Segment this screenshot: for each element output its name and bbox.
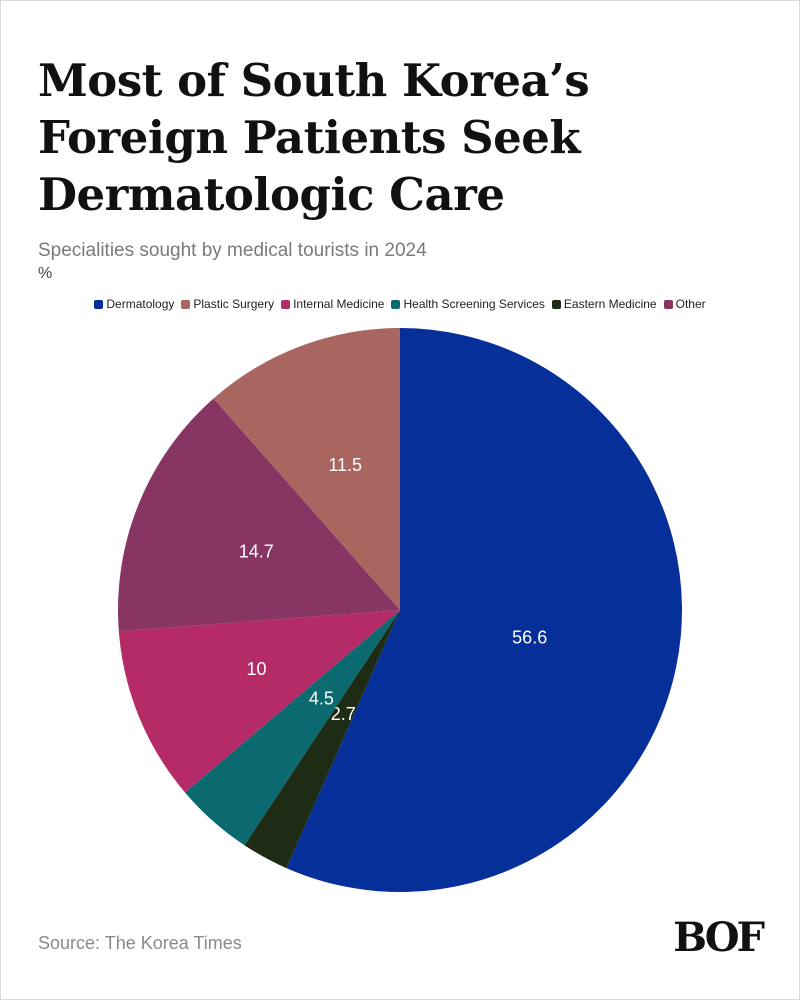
legend-label: Eastern Medicine [563, 297, 657, 311]
legend-item: Dermatology [94, 297, 174, 311]
legend-label: Internal Medicine [293, 297, 385, 311]
slice-value-label: 4.5 [309, 689, 334, 709]
pie-slice-internal-medicine [118, 610, 401, 793]
legend-swatch [391, 299, 401, 309]
legend-swatch [663, 299, 673, 309]
legend-item: Eastern Medicine [551, 297, 657, 311]
pie-slice-dermatology [286, 328, 682, 892]
legend-label: Plastic Surgery [193, 297, 275, 311]
legend-swatch [281, 299, 291, 309]
slice-value-label: 14.7 [239, 542, 274, 562]
legend-item: Health Screening Services [391, 297, 545, 311]
chart-subtitle: Specialities sought by medical tourists … [38, 240, 427, 261]
legend-swatch [94, 299, 104, 309]
pie-slice-plastic-surgery [213, 328, 400, 610]
pie-slice-health-screening-services [184, 610, 400, 846]
legend-label: Dermatology [106, 297, 175, 311]
legend: Dermatology Plastic Surgery Internal Medic… [0, 297, 800, 311]
source-note: Source: The Korea Times [38, 933, 242, 953]
legend-item: Internal Medicine [281, 297, 384, 311]
legend-swatch [551, 299, 561, 309]
slice-value-label: 2.7 [331, 704, 356, 724]
pie-slice-eastern-medicine [244, 610, 400, 869]
legend-item: Other [663, 297, 706, 311]
slice-value-label: 10 [246, 659, 266, 679]
legend-label: Other [675, 297, 706, 311]
legend-item: Plastic Surgery [181, 297, 274, 311]
pie-slice-other [117, 398, 400, 632]
legend-swatch [181, 299, 191, 309]
slice-value-label: 11.5 [328, 455, 362, 475]
unit-label: % [38, 265, 53, 282]
bof-logo: BOF [673, 914, 765, 961]
legend-label: Health Screening Services [403, 297, 545, 311]
slice-value-label: 56.6 [512, 627, 547, 647]
chart-title: Most of South Korea’s Foreign Patients S… [38, 54, 590, 221]
